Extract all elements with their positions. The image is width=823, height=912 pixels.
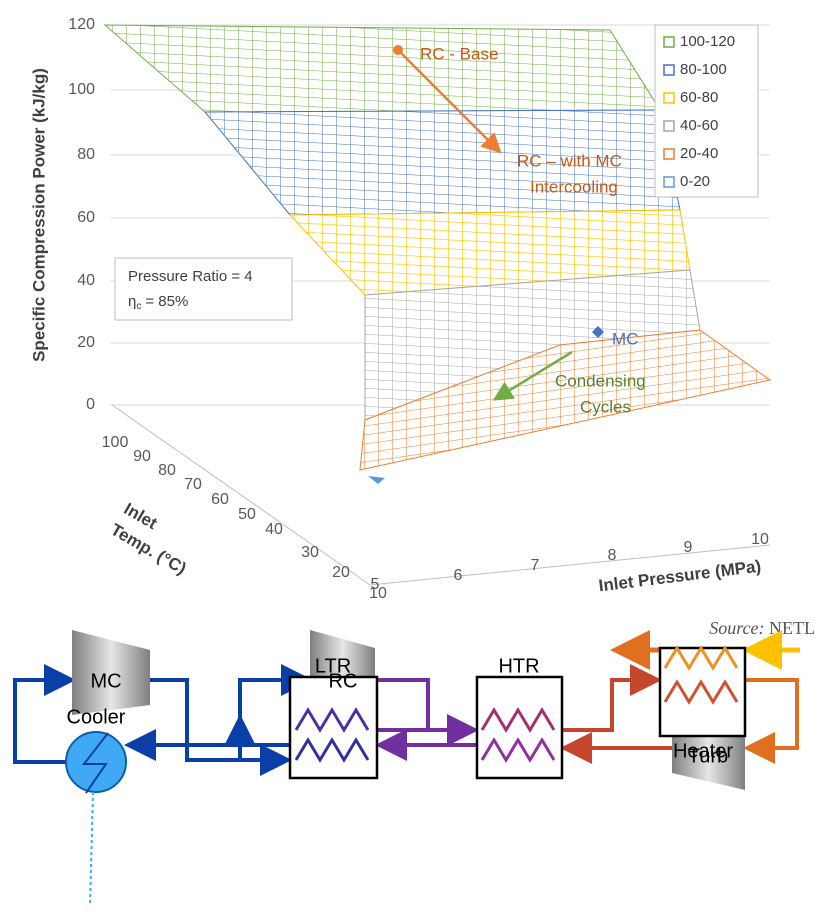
annotation: RC – with MC [517, 151, 622, 170]
y-ticks: 0 20 40 60 80 100 120 [68, 16, 95, 413]
legend-label: 100-120 [680, 33, 735, 50]
legend-swatch [663, 148, 675, 160]
x-ticks: 5 6 7 8 9 10 [371, 531, 769, 593]
compressor [72, 630, 150, 715]
info-text: η [128, 293, 136, 310]
info-box: Pressure Ratio = 4 ηc = 85% [114, 257, 293, 321]
coil [480, 707, 556, 733]
arrow [397, 49, 502, 154]
annotation: RC - Base [420, 44, 498, 63]
z-tick-label: 80 [158, 462, 176, 479]
legend-swatch [663, 120, 675, 132]
z-tick-label: 10 [369, 585, 387, 602]
surface-band [359, 329, 772, 471]
legend-label: 80-100 [680, 61, 727, 78]
z-tick-label: 70 [184, 476, 202, 493]
arrow [492, 350, 573, 401]
component-label: Cooler [67, 706, 126, 728]
z-tick-label: 50 [238, 506, 256, 523]
y-tick-label: 0 [86, 396, 95, 413]
y-tick-label: 40 [77, 272, 95, 289]
annotation: Cycles [580, 397, 631, 416]
y-tick-label: 20 [77, 334, 95, 351]
surface-band [368, 476, 385, 484]
z-tick-label: 40 [265, 521, 283, 538]
x-tick-label: 8 [608, 547, 617, 564]
floor-axis [111, 404, 771, 586]
component-label: MC [90, 670, 121, 692]
y-tick-label: 60 [77, 209, 95, 226]
x-tick-label: 6 [454, 567, 463, 584]
pipe [375, 678, 430, 730]
cooler [65, 731, 127, 793]
legend-swatch [663, 176, 675, 188]
coil [663, 645, 739, 671]
legend-swatch [663, 92, 675, 104]
coil [663, 679, 739, 705]
z-tick-label: 60 [211, 491, 229, 508]
source-name: NETL [769, 618, 815, 638]
annotation: Intercooling [530, 177, 618, 196]
y-axis-label: Specific Compression Power (kJ/kg) [29, 68, 48, 362]
legend-swatch [663, 64, 675, 76]
component-label: HTR [498, 655, 539, 677]
legend-label: 20-40 [680, 145, 718, 162]
legend-label: 60-80 [680, 89, 718, 106]
legend: 100-120 80-100 60-80 40-60 20-40 0-20 [654, 24, 759, 198]
info-text: Pressure Ratio = 4 [128, 268, 253, 285]
pipe [13, 664, 76, 764]
source-label: Source: [709, 618, 764, 638]
y-tick-label: 80 [77, 146, 95, 163]
component-label: Turb [688, 745, 728, 767]
x-tick-label: 7 [531, 557, 540, 574]
annotations: RC - Base RC – with MC Intercooling MC C… [393, 44, 646, 416]
annotation: MC [612, 329, 638, 348]
cooler-symbol [81, 732, 109, 794]
legend-swatch [663, 36, 675, 48]
z-tick-label: 100 [102, 434, 129, 451]
y-tick-label: 120 [68, 16, 95, 33]
x-tick-label: 10 [751, 531, 769, 548]
x-tick-label: 9 [684, 539, 693, 556]
cycle-diagram: MC RC LTR HTR Heater Cooler Turb [13, 630, 800, 906]
x-tick-label: 5 [371, 576, 380, 593]
exchanger [475, 675, 564, 780]
info-text: c [136, 301, 141, 312]
z-tick-label: 20 [332, 564, 350, 581]
legend-label: 40-60 [680, 117, 718, 134]
annotation: Condensing [555, 371, 646, 390]
component-label: RC [329, 670, 358, 692]
coil [294, 737, 370, 763]
marker [592, 326, 604, 338]
component-label: Heater [673, 740, 733, 762]
pipe [150, 678, 292, 776]
source: Source: NETL [709, 618, 815, 638]
component-label: LTR [315, 655, 351, 677]
surface-band [103, 24, 661, 113]
z-tick-label: 90 [133, 448, 151, 465]
info-text: ηc = 85% [128, 293, 188, 312]
info-text: = 85% [145, 293, 188, 310]
exchanger [288, 675, 379, 780]
z-ticks: 100 90 80 70 60 50 40 30 20 10 [102, 434, 387, 602]
coil [294, 707, 370, 733]
pipe [743, 678, 799, 764]
x-axis-label: Inlet Pressure (MPa) [598, 557, 763, 596]
coolant-line [89, 791, 94, 906]
z-tick-label: 30 [301, 544, 319, 561]
surface [103, 24, 772, 484]
pipe [562, 664, 662, 732]
info-box-frame [114, 257, 293, 321]
coil [480, 737, 556, 763]
y-tick-label: 100 [68, 81, 95, 98]
legend-label: 0-20 [680, 173, 710, 190]
legend-box [654, 24, 759, 198]
